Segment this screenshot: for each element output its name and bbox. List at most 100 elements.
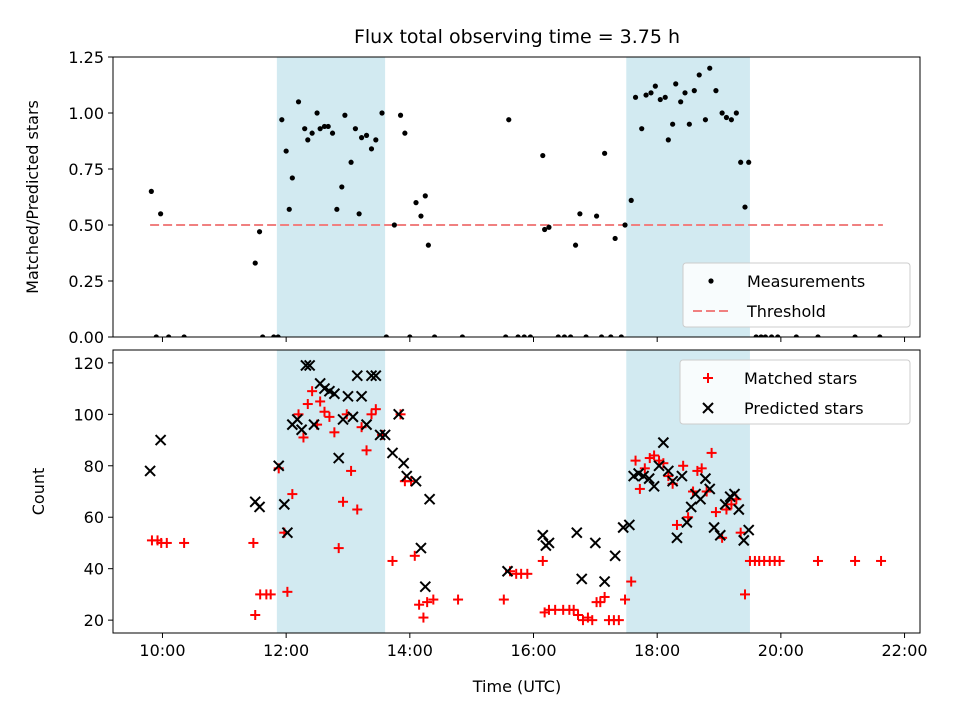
- legend-swatch: [708, 278, 714, 284]
- data-point: [370, 404, 381, 415]
- x-tick-label: 14:00: [387, 641, 433, 660]
- data-point: [300, 359, 312, 372]
- data-point: [248, 537, 259, 548]
- data-point: [707, 65, 713, 71]
- data-point: [498, 594, 509, 605]
- data-point: [347, 411, 359, 423]
- data-point: [154, 434, 167, 446]
- data-point: [333, 543, 344, 554]
- measurements-panel: 0.00 0.25 0.50 0.75 1.00 1.25 Matched/Predicte…: [23, 48, 921, 347]
- data-point: [753, 334, 759, 337]
- legend-label: Measurements: [747, 272, 865, 291]
- data-point: [373, 137, 379, 143]
- y-tick-label: 60: [84, 508, 104, 527]
- data-point: [295, 99, 302, 105]
- data-point: [283, 148, 289, 154]
- data-point: [391, 222, 397, 228]
- y-tick-label: 1.25: [68, 48, 104, 67]
- data-point: [665, 137, 671, 143]
- data-point: [719, 498, 731, 511]
- data-point: [317, 126, 323, 132]
- y-tick-label: 1.00: [68, 104, 104, 123]
- data-point: [877, 334, 883, 337]
- y-tick-label: 20: [84, 611, 104, 630]
- data-point: [571, 526, 583, 539]
- data-point: [281, 526, 294, 539]
- data-point: [337, 413, 349, 426]
- data-point: [723, 114, 730, 121]
- data-point: [793, 334, 799, 337]
- data-point: [728, 488, 741, 500]
- x-tick-label: 16:00: [510, 641, 556, 660]
- data-point: [365, 370, 378, 382]
- plot-area: [148, 57, 883, 337]
- data-point: [352, 126, 359, 132]
- data-point: [250, 609, 261, 620]
- data-point: [648, 480, 660, 493]
- data-point: [728, 117, 734, 123]
- data-point: [351, 370, 363, 382]
- data-point: [291, 413, 303, 426]
- data-point: [546, 224, 552, 230]
- data-point: [386, 447, 399, 459]
- data-point: [527, 334, 534, 337]
- data-point: [685, 501, 697, 513]
- data-point: [287, 489, 298, 500]
- data-point: [612, 235, 618, 242]
- data-point: [302, 399, 313, 410]
- data-point: [617, 521, 629, 534]
- x-tick-label: 18:00: [634, 641, 680, 660]
- data-point: [719, 110, 725, 116]
- data-point: [653, 460, 665, 472]
- data-point: [708, 521, 720, 534]
- legend: Matched stars Predicted stars: [679, 359, 911, 425]
- data-point: [620, 594, 631, 605]
- x-tick-label: 20:00: [758, 641, 804, 660]
- data-point: [648, 90, 654, 96]
- data-point: [503, 334, 509, 337]
- chart-title: Flux total observing time = 3.75 h: [354, 26, 680, 48]
- legend-swatch: [703, 373, 713, 383]
- data-point: [593, 213, 600, 219]
- data-point: [710, 507, 721, 518]
- data-point: [595, 597, 606, 608]
- data-point: [305, 137, 311, 143]
- data-point: [626, 576, 637, 587]
- data-point: [402, 130, 408, 136]
- data-point: [422, 193, 428, 199]
- data-point: [699, 472, 712, 485]
- data-point: [623, 519, 636, 531]
- x-axis-label: Time (UTC): [472, 677, 561, 696]
- data-point: [643, 472, 655, 485]
- data-point: [686, 121, 692, 127]
- data-point: [812, 555, 823, 566]
- y-tick-label: 0.25: [68, 272, 104, 291]
- y-tick-label: 100: [73, 405, 104, 424]
- data-point: [696, 72, 702, 78]
- data-point: [739, 589, 750, 600]
- data-point: [746, 159, 752, 165]
- legend-swatch: [702, 402, 714, 414]
- y-tick-label: 0.75: [68, 160, 104, 179]
- data-point: [599, 591, 610, 602]
- data-point: [702, 117, 709, 123]
- data-point: [423, 493, 436, 505]
- data-point: [279, 117, 285, 123]
- data-point: [324, 411, 335, 422]
- data-point: [144, 465, 156, 477]
- data-point: [652, 83, 658, 89]
- data-point: [325, 123, 331, 130]
- data-point: [637, 470, 650, 482]
- legend-label: Predicted stars: [744, 399, 864, 418]
- data-point: [714, 529, 726, 541]
- data-point: [622, 222, 628, 228]
- axes-frame: [112, 56, 921, 338]
- data-point: [413, 200, 419, 206]
- data-point: [265, 589, 276, 600]
- data-point: [515, 334, 521, 337]
- data-point: [589, 537, 602, 549]
- legend-box: [679, 359, 911, 425]
- data-point: [334, 206, 340, 212]
- data-point: [179, 537, 190, 548]
- data-point: [662, 94, 668, 100]
